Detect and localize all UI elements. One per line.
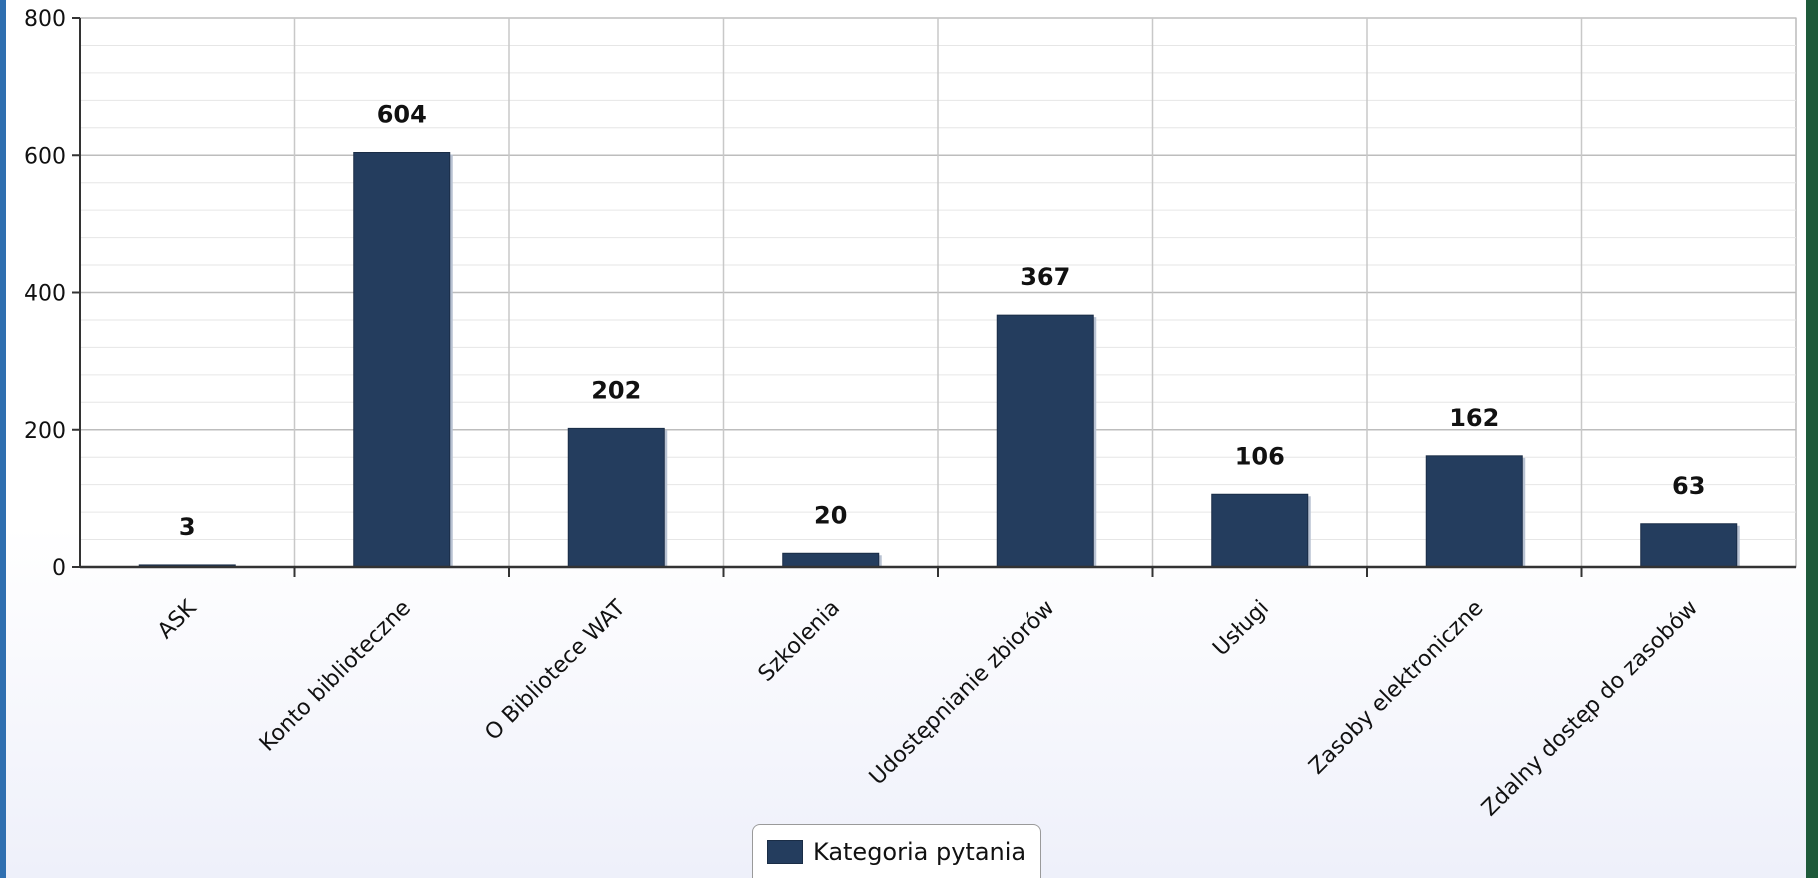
category-label: Konto biblioteczne — [255, 596, 416, 757]
legend-swatch — [767, 839, 803, 864]
category-label: Szkolenia — [754, 596, 845, 687]
x-axis: ASK Konto biblioteczne O Bibliotece WAT Szk… — [80, 565, 1796, 822]
bar — [1640, 523, 1738, 568]
bar — [1425, 455, 1523, 568]
y-tick-label: 800 — [24, 7, 66, 32]
category-label: Zdalny dostęp do zasobów — [1477, 596, 1703, 822]
y-tick-label: 200 — [24, 419, 66, 444]
y-tick-label: 600 — [24, 144, 66, 169]
bar — [353, 152, 451, 568]
data-label: 63 — [1672, 472, 1705, 500]
category-label: Zasoby elektroniczne — [1305, 596, 1489, 780]
bar — [782, 552, 880, 568]
y-axis: 0 200 400 600 800 — [24, 7, 81, 581]
y-tick-label: 400 — [24, 282, 66, 307]
data-label: 3 — [179, 513, 196, 541]
data-label: 367 — [1020, 263, 1070, 291]
category-label: O Bibliotece WAT — [480, 595, 631, 746]
data-label: 162 — [1449, 404, 1499, 432]
bar-chart: 0 200 400 600 800 3 604 202 20 367 106 162 63 ASK Ko… — [24, 7, 1797, 822]
bar — [1211, 493, 1309, 568]
category-label: ASK — [153, 595, 202, 644]
data-label: 202 — [591, 376, 641, 404]
data-labels-layer: 3 604 202 20 367 106 162 63 — [179, 101, 1706, 541]
data-label: 604 — [377, 101, 427, 129]
bar — [567, 427, 665, 568]
legend-label: Kategoria pytania — [813, 837, 1027, 866]
category-label: Usługi — [1208, 596, 1274, 662]
data-label: 106 — [1235, 442, 1285, 470]
bars-layer — [138, 152, 1740, 568]
bar — [996, 314, 1094, 568]
legend[interactable]: Kategoria pytania — [752, 824, 1042, 878]
category-label: Udostępnianie zbiorów — [865, 596, 1060, 791]
y-tick-label: 0 — [52, 556, 66, 581]
data-label: 20 — [814, 501, 847, 529]
grid-layer — [79, 17, 1797, 568]
